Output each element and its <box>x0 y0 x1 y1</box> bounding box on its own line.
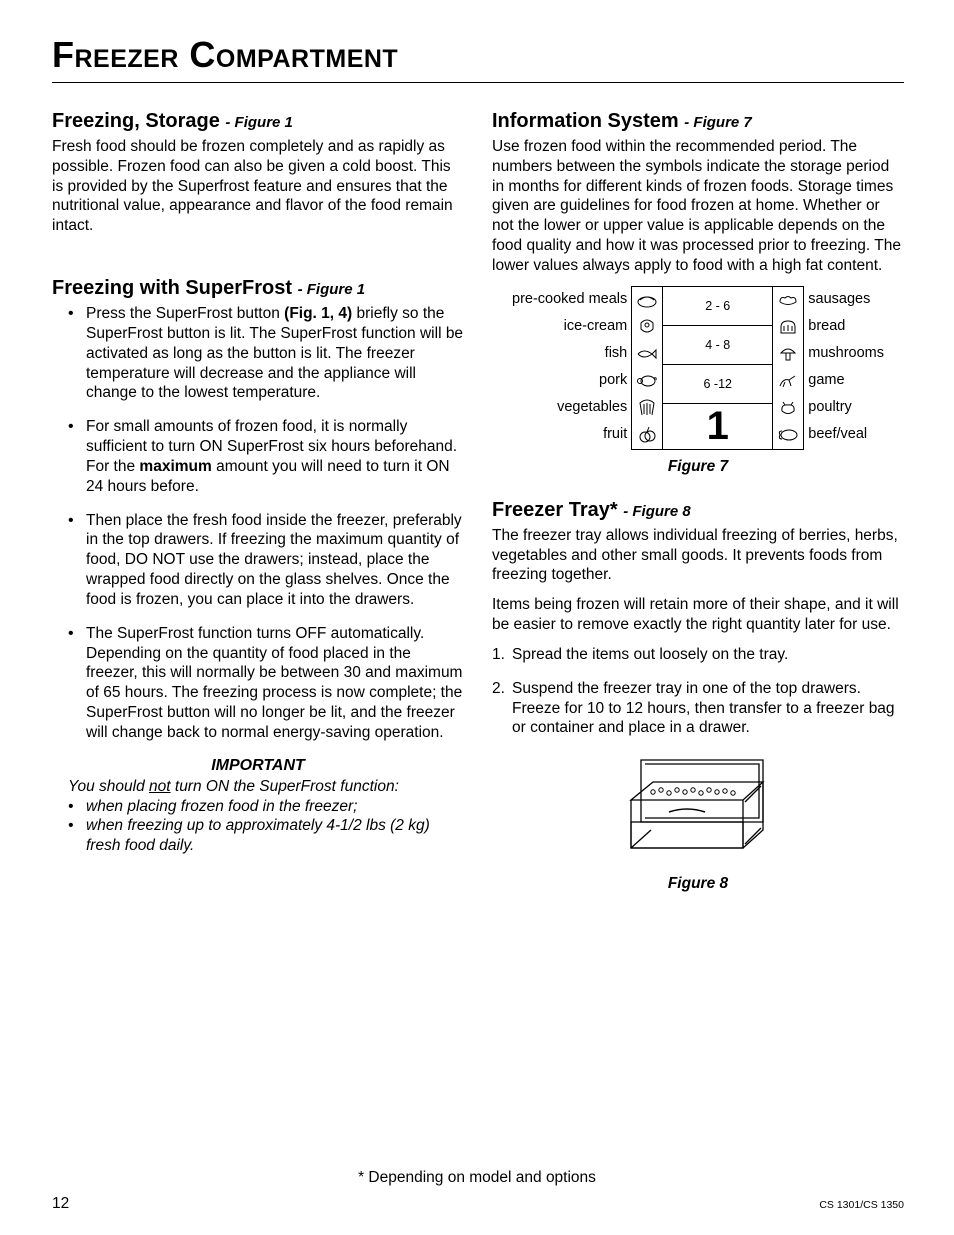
list-item: Then place the fresh food inside the fre… <box>68 511 464 610</box>
fish-icon <box>636 347 658 361</box>
heading-text: Freezer Tray* <box>492 499 618 521</box>
left-column: Freezing, Storage - Figure 1 Fresh food … <box>52 109 464 893</box>
mushroom-icon <box>778 345 798 363</box>
important-intro: You should not turn ON the SuperFrost fu… <box>52 777 464 797</box>
chart-right-icons <box>773 287 804 449</box>
list-item: The SuperFrost function turns OFF automa… <box>68 624 464 743</box>
figure8-caption: Figure 8 <box>492 875 904 893</box>
label: game <box>808 367 884 394</box>
superfrost-heading: Freezing with SuperFrost - Figure 1 <box>52 276 464 300</box>
list-item: For small amounts of frozen food, it is … <box>68 417 464 496</box>
freezer-tray-p1: The freezer tray allows individual freez… <box>492 526 904 585</box>
label: vegetables <box>512 394 627 421</box>
list-item: when placing frozen food in the freezer; <box>68 797 464 817</box>
poultry-icon <box>777 399 799 417</box>
label: sausages <box>808 286 884 313</box>
text: Press the SuperFrost button <box>86 305 284 322</box>
label: pre-cooked meals <box>512 286 627 313</box>
range: 6 -12 <box>663 365 772 404</box>
fruit-icon <box>637 425 657 445</box>
label: fish <box>512 340 627 367</box>
heading-figure-ref: - Figure 1 <box>225 114 293 131</box>
chart-ranges: 2 - 6 4 - 8 6 -12 1 <box>663 287 773 449</box>
game-icon <box>777 372 799 390</box>
range: 2 - 6 <box>663 287 772 326</box>
chart-grid: 2 - 6 4 - 8 6 -12 1 <box>631 286 804 450</box>
superfrost-bullets: Press the SuperFrost button (Fig. 1, 4) … <box>52 304 464 743</box>
pork-icon <box>636 373 658 389</box>
heading-text: Freezing with SuperFrost <box>52 277 292 299</box>
icecream-icon <box>637 317 657 337</box>
bread-icon <box>778 318 798 336</box>
big-number: 1 <box>663 404 772 449</box>
footnote: * Depending on model and options <box>0 1169 954 1187</box>
list-item: Suspend the freezer tray in one of the t… <box>492 679 904 738</box>
freezer-tray-steps: Spread the items out loosely on the tray… <box>492 645 904 738</box>
freezing-storage-heading: Freezing, Storage - Figure 1 <box>52 109 464 133</box>
label: mushrooms <box>808 340 884 367</box>
meal-icon <box>636 291 658 309</box>
sausage-icon <box>777 293 799 307</box>
figure8-image <box>492 752 904 867</box>
text: You should <box>68 778 149 795</box>
chart-left-labels: pre-cooked meals ice-cream fish pork veg… <box>512 286 631 448</box>
heading-text: Information System <box>492 110 679 132</box>
drawer-icon <box>613 752 783 862</box>
storage-chart: pre-cooked meals ice-cream fish pork veg… <box>492 286 904 450</box>
bold: (Fig. 1, 4) <box>284 305 352 322</box>
freezing-storage-body: Fresh food should be frozen completely a… <box>52 137 464 236</box>
page-number: 12 <box>52 1195 69 1213</box>
heading-figure-ref: - Figure 1 <box>298 281 366 298</box>
info-system-body: Use frozen food within the recommended p… <box>492 137 904 276</box>
text: turn ON the SuperFrost function: <box>171 778 399 795</box>
important-heading: IMPORTANT <box>52 757 464 775</box>
bold: maximum <box>139 458 211 475</box>
label: poultry <box>808 394 884 421</box>
heading-figure-ref: - Figure 7 <box>684 114 752 131</box>
page-title: Freezer Compartment <box>52 34 904 83</box>
chart-right-labels: sausages bread mushrooms game poultry be… <box>804 286 884 448</box>
list-item: Spread the items out loosely on the tray… <box>492 645 904 665</box>
label: fruit <box>512 421 627 448</box>
label: ice-cream <box>512 313 627 340</box>
freezer-tray-heading: Freezer Tray* - Figure 8 <box>492 498 904 522</box>
info-system-heading: Information System - Figure 7 <box>492 109 904 133</box>
beef-icon <box>777 427 799 443</box>
freezer-tray-p2: Items being frozen will retain more of t… <box>492 595 904 635</box>
label: pork <box>512 367 627 394</box>
heading-text: Freezing, Storage <box>52 110 220 132</box>
figure7-caption: Figure 7 <box>492 458 904 476</box>
underline-not: not <box>149 778 171 795</box>
vegetable-icon <box>637 398 657 418</box>
chart-left-icons <box>631 287 663 449</box>
range: 4 - 8 <box>663 326 772 365</box>
label: beef/veal <box>808 421 884 448</box>
right-column: Information System - Figure 7 Use frozen… <box>492 109 904 893</box>
label: bread <box>808 313 884 340</box>
list-item: Press the SuperFrost button (Fig. 1, 4) … <box>68 304 464 403</box>
list-item: when freezing up to approximately 4-1/2 … <box>68 816 464 856</box>
two-column-layout: Freezing, Storage - Figure 1 Fresh food … <box>52 109 904 893</box>
model-number: CS 1301/CS 1350 <box>819 1199 904 1211</box>
heading-figure-ref: - Figure 8 <box>623 503 691 520</box>
important-list: when placing frozen food in the freezer;… <box>52 797 464 856</box>
